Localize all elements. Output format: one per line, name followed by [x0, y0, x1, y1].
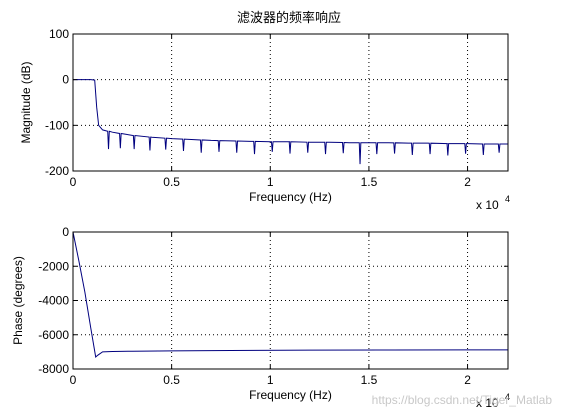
y-tick-label: -8000: [38, 362, 69, 376]
x-tick-label: 0.5: [163, 373, 180, 387]
y-tick-label: 100: [49, 27, 69, 41]
axes-frame: [72, 33, 509, 172]
y-tick-label: -100: [45, 118, 69, 132]
x-axis-label: Frequency (Hz): [249, 190, 332, 204]
y-tick-label: 0: [62, 73, 69, 87]
x-tick-label: 1: [267, 373, 274, 387]
series-line-0: [73, 79, 508, 165]
x-exponent: 4: [505, 194, 510, 204]
x-exponent: 4: [505, 392, 510, 402]
y-axis-label: Phase (degrees): [11, 256, 25, 345]
y-tick-label: -200: [45, 164, 69, 178]
y-axis-label: Magnitude (dB): [19, 61, 33, 143]
y-tick-label: -2000: [38, 259, 69, 273]
watermark: https://blog.csdn.net/Tiger_Matlab: [372, 393, 553, 407]
y-tick-label: -4000: [38, 294, 69, 308]
x-exponent-label: x 10: [476, 198, 499, 212]
x-exponent-label: x 10: [476, 396, 499, 410]
y-tick-label: -6000: [38, 328, 69, 342]
plot-area: [73, 232, 508, 369]
series-line-0: [72, 231, 508, 358]
x-tick-label: 0: [70, 373, 77, 387]
x-tick-label: 1.5: [361, 373, 378, 387]
x-axis-label: Frequency (Hz): [249, 388, 332, 402]
figure-title: 滤波器的频率响应: [237, 10, 341, 25]
x-tick-label: 2: [464, 373, 471, 387]
x-tick-label: 0: [70, 175, 77, 189]
x-tick-label: 1: [267, 175, 274, 189]
phase-axes: 0 0.5 1 1.5 2 -8000 -6000 -4000 -2000 0 Frequency …: [11, 225, 510, 410]
y-tick-label: 0: [62, 225, 69, 239]
magnitude-axes: 0 0.5 1 1.5 2 -200 -100 0 100 Frequency (Hz) x 10 4…: [19, 27, 510, 212]
x-tick-label: 0.5: [163, 175, 180, 189]
x-tick-label: 2: [464, 175, 471, 189]
x-tick-label: 1.5: [361, 175, 378, 189]
